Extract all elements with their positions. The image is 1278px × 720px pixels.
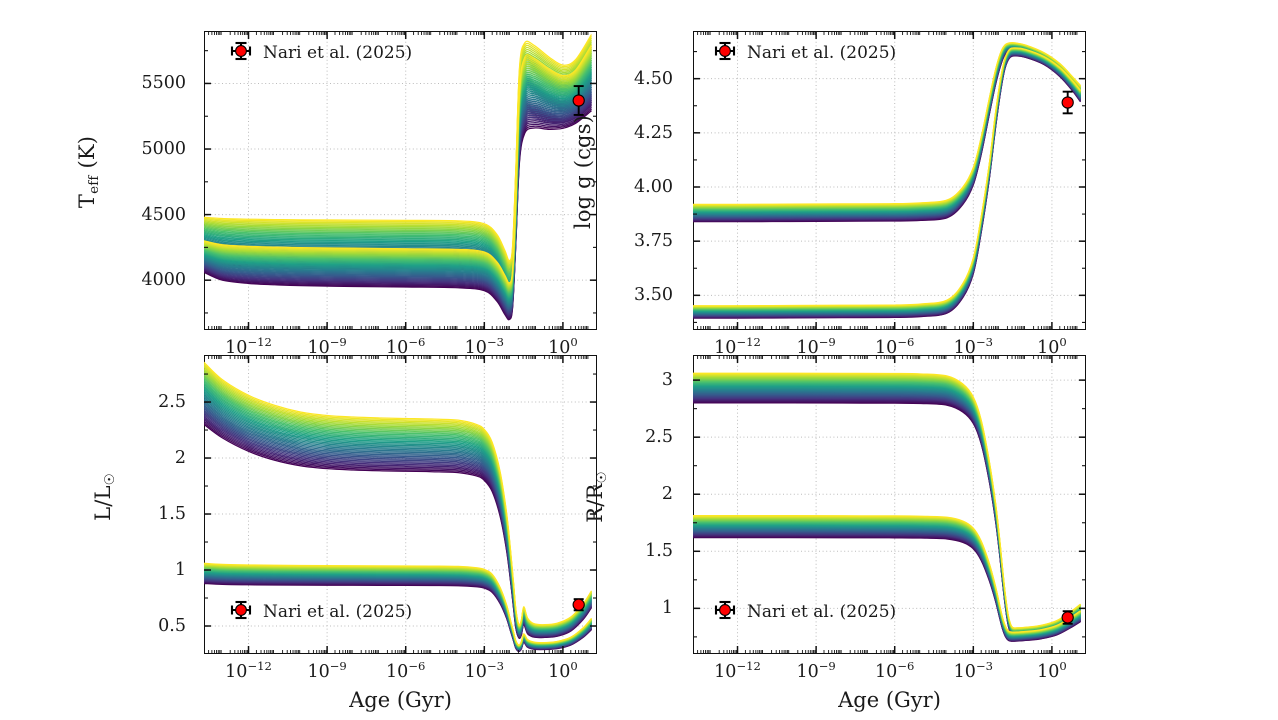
panel-radius-frame (693, 355, 1086, 654)
ytick-label: 5000 (141, 139, 186, 160)
xtick-label: 10−3 (953, 659, 993, 682)
panel-logg-yticks: 3.50 3.75 4.00 4.25 4.50 (619, 31, 683, 330)
ytick-label: 0.5 (158, 616, 186, 636)
xtick-label: 10−6 (386, 335, 426, 358)
panel-radius-plot (693, 355, 1086, 654)
ytick-label: 2 (174, 448, 186, 469)
xtick-label: 10−6 (386, 659, 426, 682)
ytick-label: 4500 (141, 204, 186, 225)
ytick-label: 2.5 (158, 392, 186, 413)
xtick-label: 10−6 (875, 659, 915, 682)
xtick-label: 10−9 (796, 335, 836, 358)
xtick-label: 100 (548, 659, 578, 682)
panel-luminosity-plot (204, 355, 597, 654)
xtick-label: 10−12 (714, 659, 761, 682)
panel-luminosity-yticks: 0.5 1 1.5 2 2.5 (140, 355, 196, 654)
ytick-label: 4.00 (634, 177, 673, 197)
ytick-label: 4.50 (634, 68, 673, 89)
panel-luminosity-xlabel: Age (Gyr) (349, 688, 452, 712)
ytick-label: 3.50 (634, 285, 673, 306)
ytick-label: 1.5 (158, 504, 186, 525)
panel-teff-xticks: 10−12 10−9 10−6 10−3 100 (204, 335, 597, 368)
panel-radius-xticks: 10−12 10−9 10−6 10−3 100 (693, 659, 1086, 692)
xtick-label: 10−12 (225, 659, 272, 682)
xtick-label: 10−6 (875, 335, 915, 358)
xtick-label: 10−3 (464, 659, 504, 682)
panel-radius-ylabel: R/R☉ (583, 471, 610, 523)
xtick-label: 10−9 (307, 659, 347, 682)
xtick-label: 10−12 (225, 335, 272, 358)
panel-logg-xticks: 10−12 10−9 10−6 10−3 100 (693, 335, 1086, 368)
panel-luminosity (204, 355, 597, 654)
panel-luminosity-xticks: 10−12 10−9 10−6 10−3 100 (204, 659, 597, 692)
panel-logg-ylabel: log g (cgs) (571, 114, 595, 230)
ytick-label: 2.5 (645, 427, 673, 448)
xtick-label: 10−9 (307, 335, 347, 358)
panel-teff (204, 31, 597, 330)
xtick-label: 10−3 (464, 335, 504, 358)
xtick-label: 100 (1037, 659, 1067, 682)
panel-teff-ylabel: Teff (K) (75, 135, 102, 209)
panel-luminosity-ylabel: L/L☉ (91, 473, 118, 521)
ytick-label: 3 (661, 370, 673, 391)
xtick-label: 10−3 (953, 335, 993, 358)
xtick-label: 10−12 (714, 335, 761, 358)
ytick-label: 3.75 (634, 231, 673, 252)
ytick-label: 5500 (141, 73, 186, 94)
ytick-label: 4.25 (634, 122, 673, 143)
ytick-label: 4000 (141, 270, 186, 291)
xtick-label: 100 (1037, 335, 1067, 358)
panel-teff-yticks: 4000 4500 5000 5500 (140, 31, 196, 330)
xtick-label: 100 (548, 335, 578, 358)
panel-logg-plot (693, 31, 1086, 330)
panel-radius-yticks: 1 1.5 2 2.5 3 (629, 355, 683, 654)
ytick-label: 1.5 (645, 541, 673, 562)
ytick-label: 2 (661, 484, 673, 505)
panel-logg-frame (693, 31, 1086, 330)
xtick-label: 10−9 (796, 659, 836, 682)
ytick-label: 1 (661, 598, 673, 619)
panel-radius-xlabel: Age (Gyr) (838, 688, 941, 712)
ytick-label: 1 (174, 560, 186, 580)
panel-logg (693, 31, 1086, 330)
panel-teff-plot (204, 31, 597, 330)
panel-radius (693, 355, 1086, 654)
